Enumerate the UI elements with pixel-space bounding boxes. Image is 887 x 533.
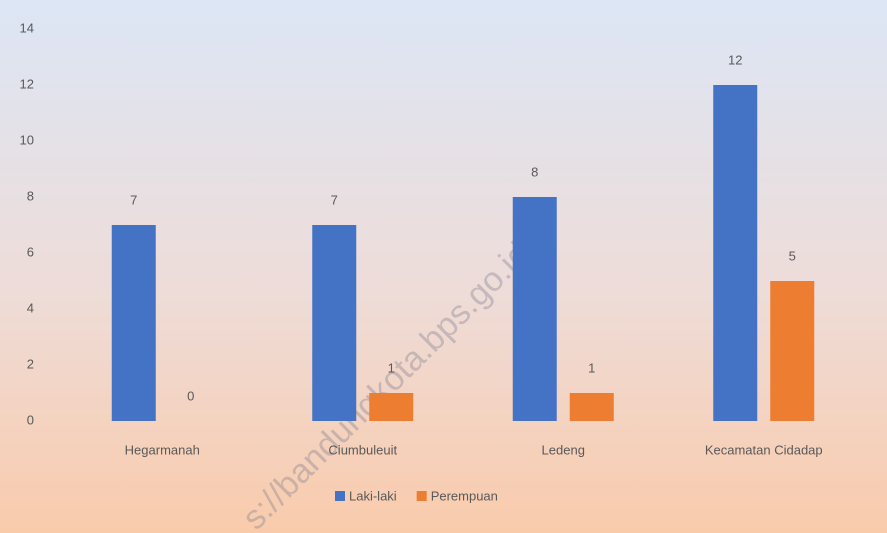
y-tick-label: 4 — [27, 300, 34, 315]
x-tick-label: Hegarmanah — [125, 442, 200, 457]
x-tick-label: Ledeng — [542, 442, 585, 457]
bar — [369, 393, 414, 421]
y-tick-label: 0 — [27, 412, 34, 427]
y-tick-label: 10 — [20, 132, 34, 147]
bar — [312, 225, 357, 421]
bar — [770, 281, 815, 421]
y-tick-label: 14 — [20, 20, 34, 35]
bar — [111, 225, 156, 421]
value-label: 12 — [728, 52, 742, 67]
value-label: 8 — [531, 164, 538, 179]
value-label: 5 — [789, 248, 796, 263]
legend-swatch — [335, 491, 345, 501]
y-tick-label: 2 — [27, 356, 34, 371]
y-tick-label: 8 — [27, 188, 34, 203]
bar — [512, 197, 557, 421]
value-label: 7 — [130, 192, 137, 207]
value-label: 1 — [388, 360, 395, 375]
value-label: 1 — [588, 360, 595, 375]
y-tick-label: 12 — [20, 76, 34, 91]
bar — [713, 85, 758, 421]
legend-label: Laki-laki — [349, 488, 397, 503]
legend-swatch — [416, 491, 427, 501]
x-tick-label: Kecamatan Cidadap — [705, 442, 823, 457]
x-tick-label: Ciumbuleuit — [328, 442, 397, 457]
y-tick-label: 6 — [27, 244, 34, 259]
value-label: 0 — [187, 388, 194, 403]
legend-label: Perempuan — [431, 488, 498, 503]
value-label: 7 — [331, 192, 338, 207]
bar — [569, 393, 614, 421]
